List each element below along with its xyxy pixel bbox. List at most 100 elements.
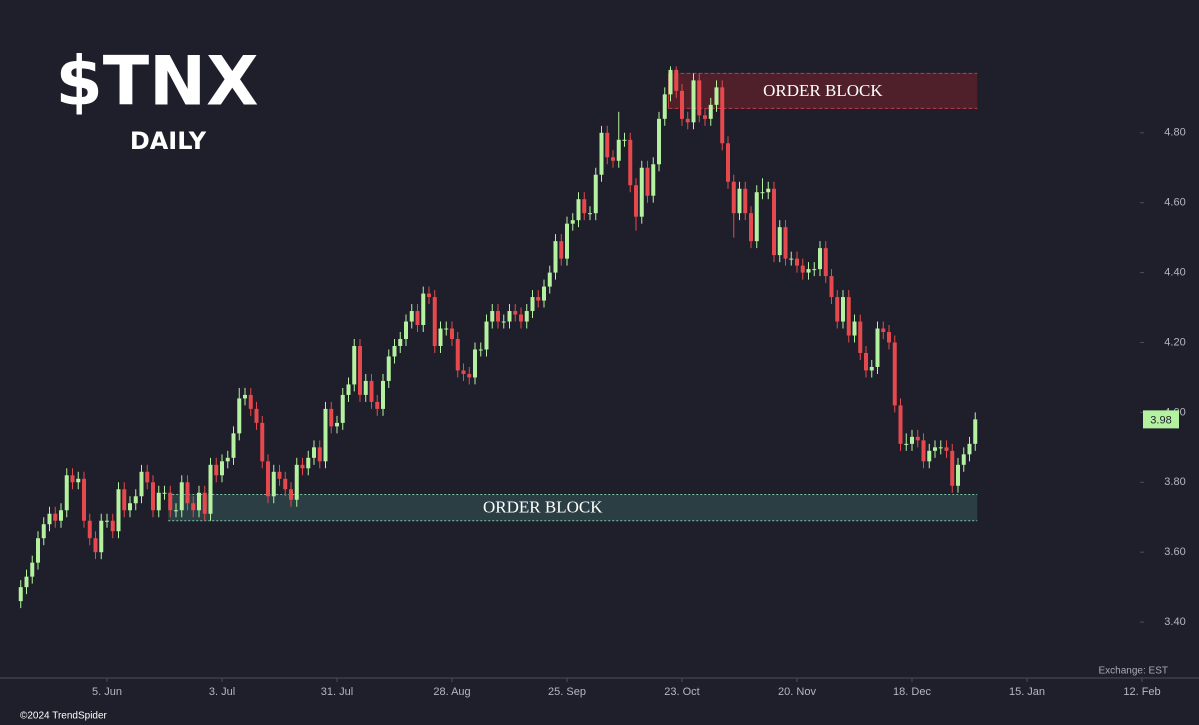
- candle-body: [783, 227, 788, 259]
- candle-body: [967, 443, 972, 455]
- candle-body: [944, 447, 949, 451]
- x-tick-label: 31. Jul: [321, 686, 353, 698]
- candle-body: [24, 576, 29, 588]
- candle-body: [444, 328, 449, 330]
- candle-body: [248, 394, 253, 409]
- candle-body: [266, 461, 270, 497]
- candle-body: [662, 94, 667, 119]
- candle-body: [335, 422, 339, 427]
- candle-body: [766, 188, 771, 193]
- candle-body: [536, 297, 541, 301]
- candle-body: [128, 503, 132, 511]
- candle-body: [841, 297, 845, 322]
- candle-body: [151, 482, 155, 511]
- candle-body: [835, 297, 840, 322]
- candle-body: [605, 132, 610, 158]
- candle-body: [852, 321, 857, 336]
- candle-body: [812, 269, 817, 271]
- candle-body: [892, 342, 897, 406]
- candle-body: [461, 370, 466, 374]
- candle-body: [432, 297, 437, 346]
- candle-body: [789, 258, 794, 260]
- candle-body: [312, 447, 316, 458]
- candle-body: [202, 492, 207, 514]
- candle-body: [93, 538, 98, 553]
- candle-body: [47, 513, 52, 525]
- candle-body: [760, 192, 765, 194]
- candle-body: [501, 321, 506, 323]
- candle-body: [346, 384, 351, 395]
- candle-body: [237, 398, 242, 434]
- candle-body: [599, 132, 604, 175]
- candle-body: [622, 139, 627, 141]
- candle-body: [254, 408, 259, 423]
- candle-body: [283, 478, 288, 490]
- candle-body: [800, 265, 805, 273]
- candle-body: [777, 227, 782, 256]
- candle-body: [565, 223, 569, 259]
- candle-body: [708, 104, 713, 119]
- candle-body: [168, 492, 173, 511]
- candle-body: [82, 478, 86, 521]
- chart-subtitle: DAILY: [130, 127, 207, 155]
- candle-body: [616, 139, 621, 161]
- x-tick-label: 20. Nov: [778, 686, 816, 698]
- candle-body: [145, 471, 150, 483]
- candle-body: [398, 339, 403, 346]
- candle-body: [174, 510, 178, 512]
- candle-body: [956, 464, 960, 486]
- candle-body: [427, 293, 431, 298]
- candle-body: [634, 185, 638, 217]
- candle-body: [392, 345, 397, 357]
- x-tick-label: 15. Jan: [1009, 686, 1045, 698]
- candle-body: [703, 115, 707, 119]
- candle-body: [720, 87, 725, 144]
- candle-body: [105, 520, 109, 522]
- candle-body: [409, 311, 414, 322]
- candle-body: [99, 520, 104, 553]
- candle-body: [628, 139, 633, 186]
- candle-body: [749, 213, 753, 242]
- candle-body: [772, 188, 776, 256]
- y-tick-label: 4.40: [1164, 267, 1185, 279]
- candle-body: [122, 489, 127, 511]
- candle-body: [915, 436, 920, 441]
- candle-body: [415, 311, 420, 326]
- candle-body: [881, 328, 886, 333]
- candle-body: [542, 286, 546, 301]
- x-tick-label: 25. Sep: [548, 686, 586, 698]
- candle-body: [651, 164, 656, 196]
- x-tick-label: 23. Oct: [664, 686, 699, 698]
- candle-body: [927, 450, 932, 462]
- candle-body: [829, 276, 834, 298]
- x-tick-label: 5. Jun: [92, 686, 122, 698]
- last-price-label: 3.98: [1150, 414, 1171, 426]
- candle-body: [858, 321, 863, 353]
- candle-body: [197, 492, 201, 511]
- candle-body: [593, 174, 598, 214]
- candle-body: [220, 461, 224, 476]
- candle-body: [116, 489, 121, 532]
- candle-body: [875, 328, 880, 367]
- candle-body: [639, 167, 644, 217]
- candle-body: [317, 447, 322, 462]
- candle-body: [277, 471, 282, 479]
- candle-body: [18, 587, 23, 602]
- candle-body: [76, 478, 81, 483]
- candle-body: [358, 345, 362, 395]
- x-tick-label: 28. Aug: [433, 686, 470, 698]
- candle-body: [369, 380, 374, 402]
- candle-body: [323, 408, 328, 462]
- candle-body: [289, 489, 293, 500]
- candle-body: [87, 520, 92, 539]
- candle-body: [162, 492, 167, 494]
- candle-body: [352, 345, 357, 385]
- candle-body: [110, 520, 115, 532]
- candle-body: [530, 297, 535, 312]
- candle-body: [806, 269, 811, 273]
- candle-body: [484, 321, 489, 350]
- y-tick-label: 3.80: [1164, 476, 1185, 488]
- candle-body: [59, 510, 63, 521]
